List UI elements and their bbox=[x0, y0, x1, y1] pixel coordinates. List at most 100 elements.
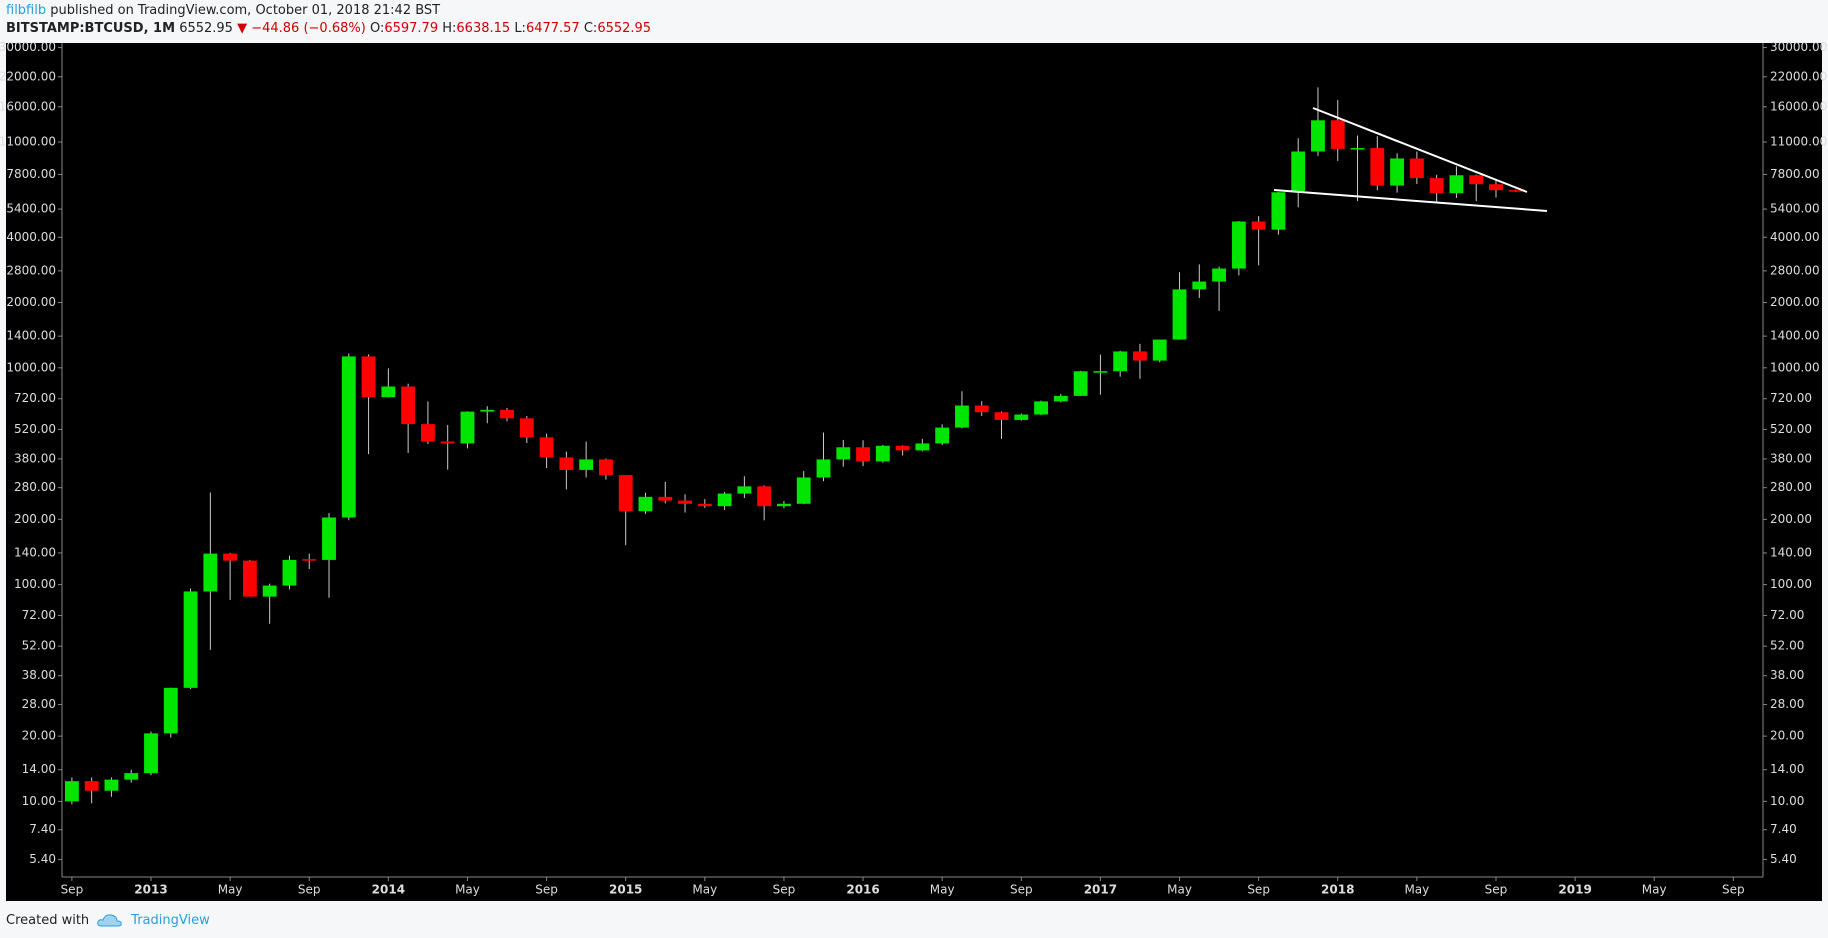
header: filbfilb published on TradingView.com, O… bbox=[6, 3, 440, 18]
candle-body bbox=[974, 405, 989, 413]
candle-body bbox=[1330, 120, 1345, 149]
y-tick-label: 52.00 bbox=[22, 639, 56, 653]
y-tick-label: 1400.00 bbox=[1770, 329, 1820, 343]
candle-body bbox=[163, 687, 178, 734]
candle-body bbox=[500, 409, 514, 419]
candle-body bbox=[440, 441, 455, 444]
candle-body bbox=[875, 445, 890, 462]
y-tick-label: 52.00 bbox=[1770, 639, 1804, 653]
y-tick-label: 10.00 bbox=[1770, 794, 1804, 808]
author[interactable]: filbfilb bbox=[6, 3, 47, 18]
x-tick-label: May bbox=[218, 883, 243, 897]
x-tick-label: May bbox=[455, 883, 480, 897]
y-tick-label: 16000.00 bbox=[1770, 99, 1827, 113]
candle-body bbox=[1014, 414, 1029, 420]
candle-body bbox=[539, 437, 554, 458]
y-tick-label: 20.00 bbox=[1770, 729, 1804, 743]
y-tick-label: 2800.00 bbox=[1770, 263, 1820, 277]
trend-line[interactable] bbox=[1273, 189, 1548, 212]
candle-body bbox=[1231, 221, 1246, 269]
candle-body bbox=[638, 496, 653, 512]
candle-body bbox=[1192, 281, 1207, 290]
candle-body bbox=[1271, 192, 1286, 230]
candle-body bbox=[1469, 175, 1484, 185]
candle-body bbox=[1093, 371, 1108, 373]
x-tick-label: 2015 bbox=[609, 883, 642, 897]
y-tick-label: 2000.00 bbox=[6, 295, 56, 309]
candle-body bbox=[282, 559, 297, 586]
candle-body bbox=[1212, 268, 1226, 282]
candle-body bbox=[777, 503, 791, 507]
y-tick-label: 14.00 bbox=[1770, 762, 1804, 776]
c-label: C: bbox=[583, 21, 598, 36]
candle-body bbox=[183, 591, 198, 688]
x-tick-label: 2018 bbox=[1321, 883, 1354, 897]
candle-body bbox=[519, 418, 534, 438]
y-tick-label: 14.00 bbox=[22, 762, 56, 776]
y-tick-label: 11000.00 bbox=[0, 135, 56, 149]
y-tick-label: 2000.00 bbox=[1770, 295, 1820, 309]
y-tick-label: 720.00 bbox=[14, 391, 56, 405]
candle-body bbox=[895, 445, 910, 451]
l-label: L: bbox=[514, 21, 526, 36]
footer: Created with TradingView bbox=[6, 912, 210, 928]
y-tick-label: 200.00 bbox=[1770, 512, 1812, 526]
y-tick-label: 4000.00 bbox=[1770, 230, 1820, 244]
candle-body bbox=[361, 356, 376, 398]
y-tick-label: 280.00 bbox=[14, 480, 56, 494]
candle-body bbox=[579, 459, 594, 470]
y-tick-label: 140.00 bbox=[1770, 545, 1812, 559]
candle-body bbox=[796, 477, 811, 504]
symbol: BITSTAMP:BTCUSD, 1M bbox=[6, 21, 176, 36]
y-tick-label: 5400.00 bbox=[6, 202, 56, 216]
candle-body bbox=[1133, 351, 1147, 361]
y-tick-label: 38.00 bbox=[1770, 668, 1804, 682]
y-tick-label: 2800.00 bbox=[6, 263, 56, 277]
candle-body bbox=[697, 503, 712, 507]
y-tick-label: 72.00 bbox=[22, 608, 56, 622]
candle-body bbox=[1508, 190, 1523, 192]
y-tick-label: 5.40 bbox=[29, 852, 56, 866]
x-tick-label: May bbox=[930, 883, 955, 897]
candle-body bbox=[1172, 289, 1187, 340]
candle-body bbox=[935, 427, 950, 444]
candle-body bbox=[816, 459, 831, 478]
x-tick-label: May bbox=[1167, 883, 1192, 897]
candle-body bbox=[955, 405, 969, 428]
candle-body bbox=[1409, 158, 1424, 179]
y-tick-label: 520.00 bbox=[1770, 422, 1812, 436]
y-tick-label: 100.00 bbox=[1770, 577, 1812, 591]
candle-body bbox=[84, 781, 99, 791]
y-tick-label: 16000.00 bbox=[0, 99, 56, 113]
y-tick-label: 140.00 bbox=[14, 545, 56, 559]
candle-body bbox=[104, 779, 119, 791]
candle-body bbox=[1073, 371, 1088, 396]
candle-body bbox=[717, 493, 732, 507]
candle-body bbox=[1311, 120, 1325, 152]
y-tick-label: 11000.00 bbox=[1770, 135, 1827, 149]
y-tick-label: 7800.00 bbox=[1770, 167, 1820, 181]
candle-body bbox=[480, 409, 495, 412]
o-label: O: bbox=[369, 21, 385, 36]
y-tick-label: 380.00 bbox=[14, 451, 56, 465]
candle-body bbox=[144, 733, 158, 774]
y-tick-label: 28.00 bbox=[22, 697, 56, 711]
candle-body bbox=[341, 356, 356, 518]
y-tick-label: 200.00 bbox=[14, 512, 56, 526]
brand[interactable]: TradingView bbox=[131, 912, 210, 928]
trend-line[interactable] bbox=[1312, 107, 1528, 193]
candle-body bbox=[836, 447, 851, 460]
y-tick-label: 10.00 bbox=[22, 794, 56, 808]
x-tick-label: May bbox=[692, 883, 717, 897]
y-tick-label: 720.00 bbox=[1770, 391, 1812, 405]
x-tick-label: 2017 bbox=[1084, 883, 1117, 897]
y-tick-label: 5400.00 bbox=[1770, 202, 1820, 216]
x-tick-label: Sep bbox=[535, 883, 558, 897]
candle-body bbox=[302, 559, 317, 561]
y-tick-label: 5.40 bbox=[1770, 852, 1797, 866]
y-tick-label: 7800.00 bbox=[6, 167, 56, 181]
x-tick-label: Sep bbox=[773, 883, 796, 897]
y-tick-label: 380.00 bbox=[1770, 451, 1812, 465]
candle-body bbox=[1429, 178, 1444, 194]
x-tick-label: 2013 bbox=[134, 883, 167, 897]
